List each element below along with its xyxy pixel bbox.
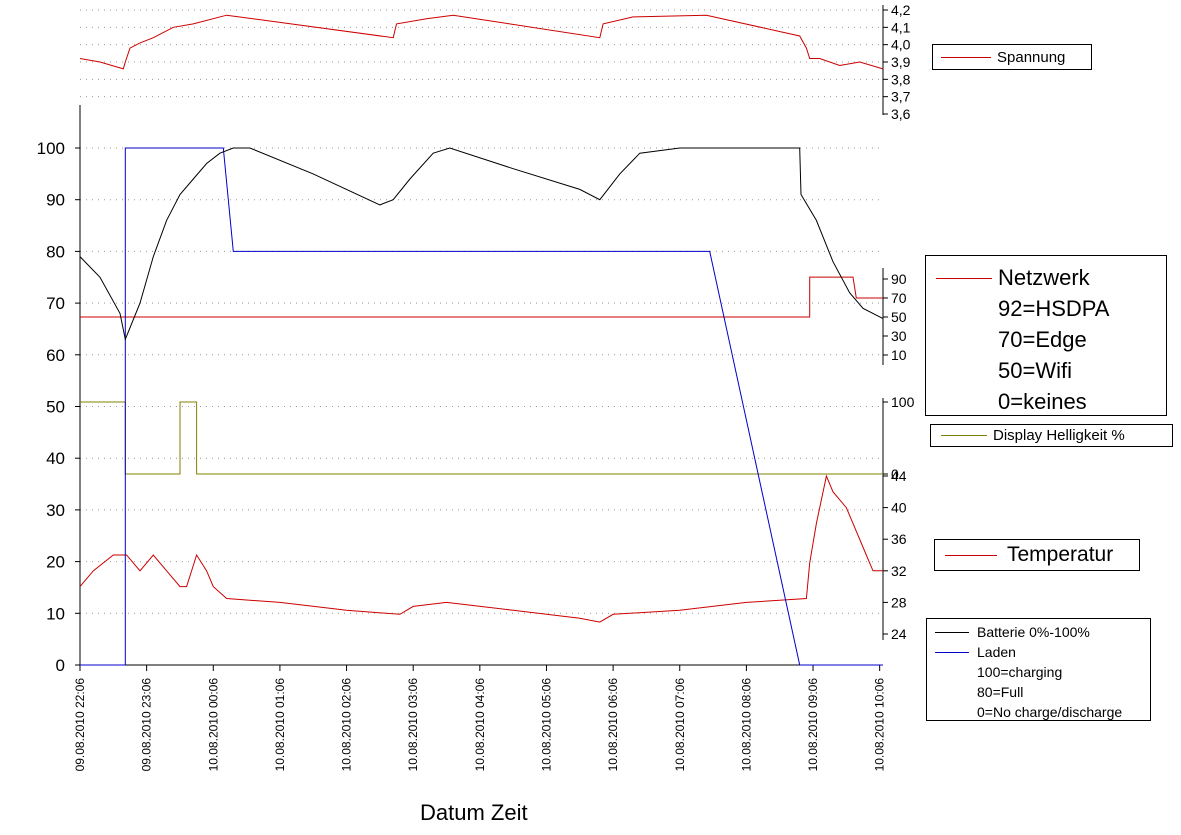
y-tick-label-spannung: 3,7 [891, 89, 911, 105]
x-tick-label: 10.08.2010 05:06 [539, 678, 553, 772]
y-tick-label-temperatur: 40 [891, 500, 907, 516]
x-tick-label: 09.08.2010 23:06 [140, 678, 154, 772]
y-tick-label-netzwerk: 90 [891, 271, 907, 287]
y-tick-label-temperatur: 28 [891, 594, 907, 610]
y-tick-label-spannung: 4,0 [891, 37, 911, 53]
x-tick-label: 10.08.2010 01:06 [273, 678, 287, 772]
y-tick-label-main: 10 [46, 604, 65, 623]
y-tick-label-main: 20 [46, 553, 65, 572]
y-tick-label-main: 60 [46, 346, 65, 365]
legend-label-display: Display Helligkeit % [993, 427, 1125, 444]
legend-laden-none: 0=No charge/discharge [977, 704, 1123, 720]
series-display [80, 401, 883, 475]
legend-netzwerk: Netzwerk 92=HSDPA 70=Edge 50=Wifi 0=kein… [925, 255, 1167, 416]
legend-netzwerk-keines: 0=keines [998, 389, 1087, 414]
y-tick-label-spannung: 3,9 [891, 54, 911, 70]
x-tick-label: 10.08.2010 00:06 [206, 678, 220, 772]
x-axis-title: Datum Zeit [420, 800, 528, 825]
legend-netzwerk-edge: 70=Edge [998, 327, 1087, 352]
y-tick-label-temperatur: 24 [891, 626, 907, 642]
legend-line-netzwerk [936, 277, 992, 279]
y-tick-label-netzwerk: 30 [891, 328, 907, 344]
y-tick-label-spannung: 3,6 [891, 106, 911, 122]
x-tick-label: 10.08.2010 09:06 [806, 678, 820, 772]
y-tick-label-main: 70 [46, 294, 65, 313]
x-tick-label: 10.08.2010 10:06 [873, 678, 887, 772]
y-tick-label-spannung: 4,2 [891, 2, 911, 18]
y-tick-label-spannung: 3,8 [891, 71, 911, 87]
y-tick-label-main: 40 [46, 449, 65, 468]
y-tick-label-netzwerk: 70 [891, 290, 907, 306]
x-tick-label: 10.08.2010 03:06 [406, 678, 420, 772]
y-tick-label-temperatur: 32 [891, 563, 907, 579]
y-tick-label-main: 50 [46, 398, 65, 417]
legend-line-temperatur [945, 554, 997, 556]
y-tick-label-main: 0 [56, 656, 65, 675]
y-tick-label-main: 80 [46, 242, 65, 261]
legend-label-batterie: Batterie 0%-100% [977, 624, 1090, 640]
legend-netzwerk-hsdpa: 92=HSDPA [998, 296, 1110, 321]
x-tick-label: 10.08.2010 06:06 [606, 678, 620, 772]
y-tick-label-main: 100 [37, 139, 65, 158]
x-tick-label: 10.08.2010 04:06 [473, 678, 487, 772]
series-batterie [79, 147, 884, 342]
y-tick-label-display: 0 [891, 466, 899, 482]
legend-spannung: Spannung [932, 44, 1092, 70]
y-tick-label-temperatur: 36 [891, 531, 907, 547]
y-tick-label-netzwerk: 10 [891, 347, 907, 363]
series-laden [80, 147, 883, 666]
y-tick-label-spannung: 4,1 [891, 19, 911, 35]
x-tick-label: 09.08.2010 22:06 [73, 678, 87, 772]
legend-line-batterie [935, 631, 969, 633]
legend-label-laden: Laden [977, 644, 1016, 660]
series-netzwerk [80, 276, 883, 318]
legend-line-laden [935, 651, 969, 653]
legend-batterie-laden: Batterie 0%-100% Laden 100=charging 80=F… [926, 618, 1151, 721]
legend-laden-full: 80=Full [977, 684, 1024, 700]
legend-laden-charging: 100=charging [977, 664, 1063, 680]
legend-temperatur: Temperatur [934, 539, 1140, 571]
x-tick-label: 10.08.2010 08:06 [739, 678, 753, 772]
y-tick-label-main: 90 [46, 191, 65, 210]
legend-label-netzwerk: Netzwerk [998, 265, 1090, 290]
x-tick-label: 10.08.2010 07:06 [673, 678, 687, 772]
legend-label-spannung: Spannung [997, 48, 1066, 66]
legend-line-spannung [941, 56, 991, 58]
legend-display: Display Helligkeit % [930, 424, 1173, 447]
series-spannung [79, 14, 884, 70]
legend-label-temperatur: Temperatur [1007, 543, 1114, 566]
y-tick-label-display: 100 [891, 394, 915, 410]
y-tick-label-main: 30 [46, 501, 65, 520]
x-tick-label: 10.08.2010 02:06 [340, 678, 354, 772]
y-tick-label-netzwerk: 50 [891, 309, 907, 325]
legend-line-display [941, 435, 987, 436]
y-tick-label-temperatur: 44 [891, 468, 907, 484]
series-temperatur [79, 474, 883, 623]
legend-netzwerk-wifi: 50=Wifi [998, 358, 1072, 383]
